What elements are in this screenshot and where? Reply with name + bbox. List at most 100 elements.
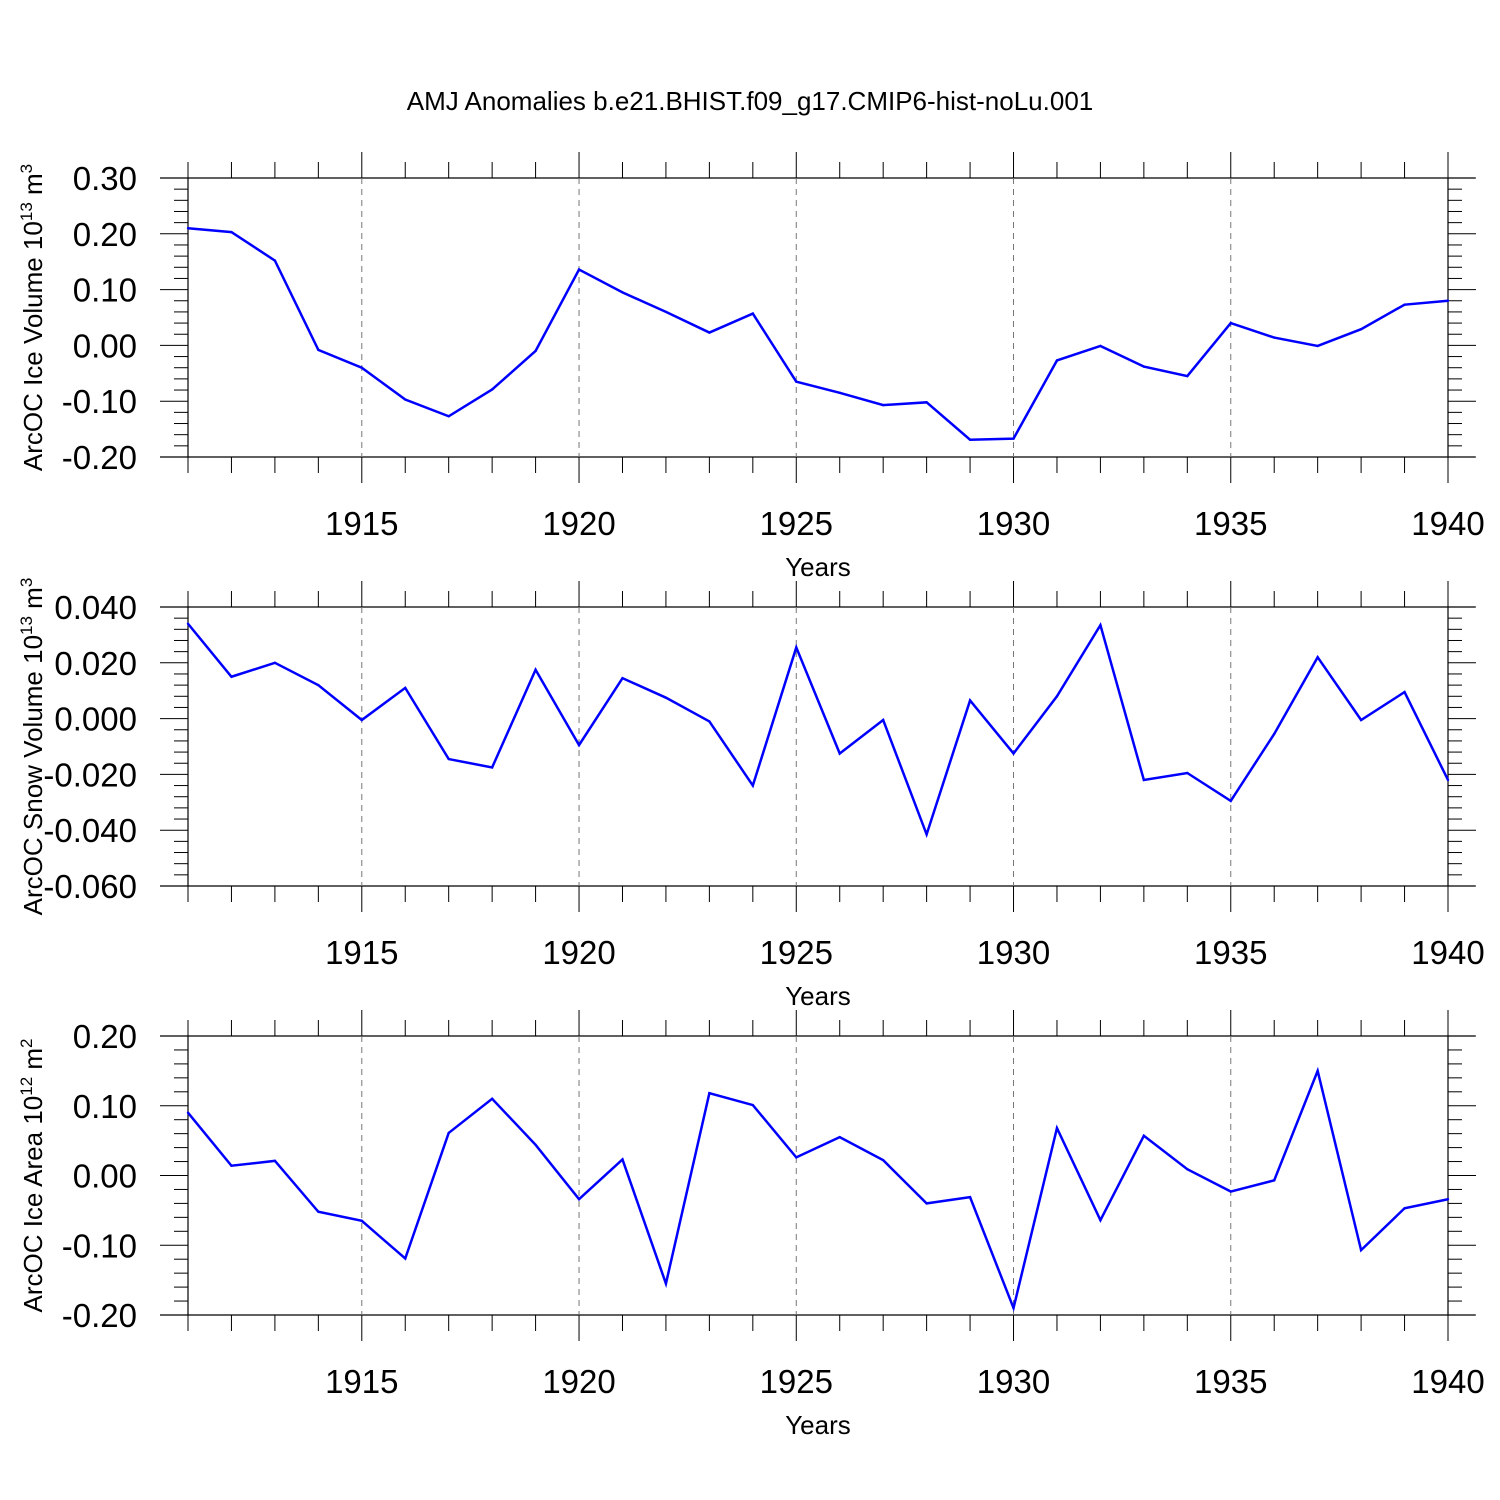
chart-2-data-point: [534, 1143, 537, 1147]
chart-0-data-point: [230, 230, 233, 234]
chart-0-data-point: [621, 291, 624, 294]
chart-0-data-point: [1142, 365, 1146, 368]
chart-0-xtick-label: 1940: [1411, 505, 1484, 542]
chart-1-xtick-label: 1920: [542, 934, 615, 971]
panel-snow-volume: 0.040 0.020 0.000 -0.020 -0.040 -0.060 1915 192…: [17, 578, 1485, 1011]
chart-0-ytick-label: 0.10: [73, 272, 137, 309]
chart-2-ylabel-unit_exp: 2: [17, 1038, 36, 1047]
chart-0-ylabel-unit: m: [18, 173, 48, 202]
chart-2-data-point: [1186, 1168, 1189, 1171]
chart-0-data-point: [664, 310, 668, 314]
chart-0-data-point: [1446, 299, 1450, 302]
chart-0-xtick-label: 1935: [1194, 505, 1267, 542]
chart-1-data-point: [317, 683, 320, 687]
chart-2-data-point: [968, 1195, 972, 1199]
chart-1-data-point: [621, 676, 624, 680]
chart-0-data-point: [838, 391, 841, 395]
chart-0-data-point: [1316, 344, 1319, 348]
chart-1-data-point: [925, 833, 928, 836]
chart-1-xtick-label: 1915: [325, 934, 398, 971]
chart-1-xtick-label: 1935: [1194, 934, 1267, 971]
chart-2-data-point: [1142, 1134, 1146, 1137]
chart-1-data-point: [230, 675, 233, 678]
chart-1-series-line: [187, 622, 1450, 839]
chart-1-ylabel-text: ArcOC Snow Volume 10: [18, 635, 48, 915]
chart-1-xtick-label: 1940: [1411, 934, 1484, 971]
chart-2-data-point: [577, 1198, 581, 1201]
chart-0-data-point: [577, 268, 581, 271]
chart-1-data-point: [1273, 732, 1276, 736]
chart-0-data-point: [751, 312, 755, 315]
chart-1-data-point: [360, 718, 363, 722]
chart-1-data-point: [404, 686, 407, 690]
chart-1-data-point: [1142, 778, 1146, 782]
chart-1-ytick-label: 0.000: [54, 701, 137, 738]
chart-1-data-point: [1099, 623, 1102, 627]
chart-2-data-point: [317, 1210, 320, 1213]
chart-0-data-point: [404, 398, 407, 401]
chart-2-ytick-label: 0.20: [73, 1018, 137, 1055]
chart-2-xtick-label: 1920: [542, 1363, 615, 1400]
chart-2-data-point: [751, 1103, 755, 1107]
chart-0-data-point: [1099, 344, 1102, 348]
chart-2-data-point: [447, 1131, 450, 1135]
chart-2-data-point: [360, 1219, 363, 1223]
chart-0-data-point: [534, 349, 537, 353]
chart-0-data-point: [186, 227, 190, 230]
chart-0-ylabel-text: ArcOC Ice Volume 10: [18, 221, 48, 471]
chart-0-data-point: [1186, 374, 1189, 378]
chart-2-data-point: [1316, 1069, 1319, 1073]
chart-1-data-point: [1186, 771, 1189, 775]
chart-2-data-point: [1403, 1207, 1406, 1210]
chart-1-x-axis-title: Years: [785, 981, 851, 1011]
chart-1-ylabel-unit_exp: 3: [17, 578, 36, 587]
chart-2-data-point: [881, 1158, 885, 1162]
chart-0-data-point: [968, 438, 972, 441]
chart-0-data-point: [490, 388, 494, 391]
chart-2-data-point: [621, 1158, 624, 1161]
chart-1-ytick-label: 0.020: [54, 645, 137, 682]
chart-0-data-point: [447, 415, 450, 418]
chart-1-data-point: [751, 784, 755, 787]
chart-0-data-point: [1229, 321, 1232, 325]
chart-1-data-point: [490, 766, 494, 769]
chart-2-xtick-label: 1930: [977, 1363, 1050, 1400]
chart-2-data-point: [273, 1159, 277, 1163]
chart-1-data-point: [1229, 799, 1232, 803]
chart-0-data-point: [273, 259, 277, 262]
chart-1-y-axis-title: ArcOC Snow Volume 1013 m3: [17, 578, 48, 916]
chart-2-data-point: [490, 1097, 494, 1100]
chart-2-data-point: [1099, 1218, 1102, 1222]
chart-1-data-point: [708, 720, 711, 723]
chart-2-data-point: [230, 1164, 233, 1167]
chart-2-data-point: [1229, 1190, 1232, 1193]
chart-1-data-point: [795, 646, 798, 649]
chart-1-data-point: [1316, 656, 1319, 659]
chart-2-data-point: [186, 1111, 190, 1114]
figure-title: AMJ Anomalies b.e21.BHIST.f09_g17.CMIP6-…: [407, 86, 1094, 116]
chart-0-data-point: [925, 401, 928, 404]
chart-1-data-point: [838, 752, 841, 755]
chart-0-ylabel-unit_exp: 3: [17, 164, 36, 173]
chart-2-xtick-label: 1915: [325, 1363, 398, 1400]
chart-2-ytick-label: 0.10: [73, 1088, 137, 1125]
chart-1-ylabel-unit: m: [18, 587, 48, 616]
chart-1-data-point: [968, 699, 972, 702]
chart-1-data-point: [534, 668, 537, 671]
chart-1-ytick-label: -0.020: [43, 756, 137, 793]
chart-0-data-point: [360, 366, 363, 369]
chart-1-data-point: [1012, 752, 1015, 755]
chart-0-series-line: [187, 226, 1449, 441]
chart-1-ylabel-exp: 13: [17, 616, 36, 635]
chart-0-data-point: [881, 403, 885, 407]
chart-0-data-point: [795, 380, 798, 383]
chart-2-ylabel-unit: m: [18, 1048, 48, 1077]
chart-1-data-point: [447, 757, 450, 761]
chart-1-data-point: [1359, 718, 1363, 722]
chart-2-series-line: [187, 1066, 1449, 1313]
chart-0-ytick-label: -0.20: [62, 439, 137, 476]
chart-2-data-point: [404, 1257, 407, 1260]
chart-0-ytick-label: 0.20: [73, 216, 137, 253]
chart-1-data-point: [273, 661, 277, 664]
chart-1-ytick-label: 0.040: [54, 589, 137, 626]
